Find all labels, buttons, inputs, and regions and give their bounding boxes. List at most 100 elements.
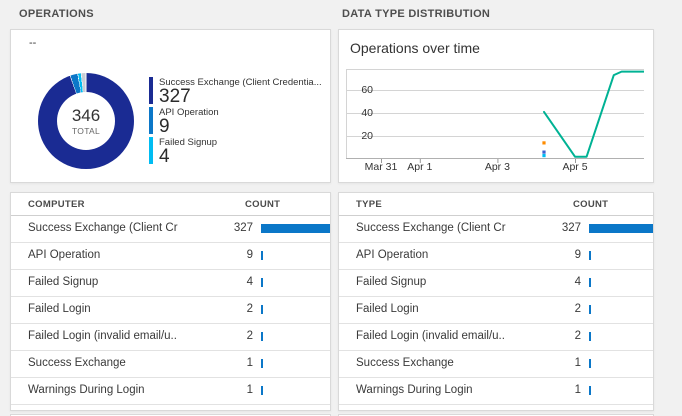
donut-center: 346 TOTAL bbox=[57, 92, 115, 150]
row-label: Failed Login bbox=[28, 303, 91, 315]
type-count-table-card: TYPE COUNT Success Exchange (Client Cre.… bbox=[338, 192, 654, 411]
donut-legend: Success Exchange (Client Credentia... 32… bbox=[149, 77, 322, 167]
donut-total-value: 346 bbox=[71, 105, 101, 125]
column-header-count: COUNT bbox=[245, 199, 281, 210]
table-row[interactable]: Failed Login (invalid email/u... 2 bbox=[11, 323, 330, 351]
row-label: Failed Signup bbox=[356, 276, 427, 288]
table-row[interactable]: Success Exchange 1 bbox=[339, 350, 653, 378]
y-axis-tick-label: 20 bbox=[361, 130, 373, 142]
legend-label: Failed Signup bbox=[159, 137, 218, 148]
legend-item-success-exchange-client[interactable]: Success Exchange (Client Credentia... 32… bbox=[149, 77, 322, 104]
x-axis-tick-label: Apr 5 bbox=[562, 161, 588, 173]
count-bar bbox=[589, 332, 591, 341]
legend-color-bar bbox=[149, 137, 153, 164]
count-bar bbox=[589, 224, 653, 233]
table-row[interactable]: Warnings During Login 1 bbox=[11, 377, 330, 405]
x-axis-tick-label: Apr 1 bbox=[407, 161, 433, 173]
table-row[interactable]: Warnings During Login 1 bbox=[339, 377, 653, 405]
row-label: Warnings During Login bbox=[28, 384, 145, 396]
legend-value: 327 bbox=[159, 86, 191, 104]
count-bar bbox=[589, 305, 591, 314]
donut-chart[interactable]: 346 TOTAL bbox=[38, 73, 134, 169]
table-row[interactable]: API Operation 9 bbox=[339, 242, 653, 270]
table-row[interactable]: Failed Signup 4 bbox=[339, 269, 653, 297]
row-count: 1 bbox=[574, 384, 581, 396]
row-count: 2 bbox=[574, 330, 581, 342]
row-count: 327 bbox=[233, 222, 253, 234]
legend-color-bar bbox=[149, 77, 153, 104]
legend-label: Success Exchange (Client Credentia... bbox=[159, 77, 322, 88]
table-row[interactable]: Success Exchange 1 bbox=[11, 350, 330, 378]
donut-card-subtitle: -- bbox=[29, 37, 37, 49]
row-label: API Operation bbox=[356, 249, 429, 261]
table-row[interactable]: Failed Login 2 bbox=[339, 296, 653, 324]
row-label: Success Exchange bbox=[28, 357, 126, 369]
series-line[interactable] bbox=[543, 70, 644, 158]
section-header-operations: OPERATIONS bbox=[19, 8, 94, 20]
line-chart[interactable] bbox=[346, 69, 644, 165]
count-bar bbox=[261, 251, 263, 260]
y-axis-tick-label: 40 bbox=[361, 107, 373, 120]
count-bar bbox=[261, 278, 263, 287]
row-count: 1 bbox=[574, 357, 581, 369]
column-header-count: COUNT bbox=[573, 199, 609, 210]
table-row[interactable]: Failed Login (invalid email/u... 2 bbox=[339, 323, 653, 351]
count-bar bbox=[589, 359, 591, 368]
point-marker[interactable] bbox=[542, 150, 546, 154]
table-row[interactable]: Failed Signup 4 bbox=[11, 269, 330, 297]
legend-value: 4 bbox=[159, 146, 170, 164]
row-label: Success Exchange bbox=[356, 357, 454, 369]
next-card-edge bbox=[10, 414, 331, 416]
table-row[interactable]: Failed Login 2 bbox=[11, 296, 330, 324]
row-label: Warnings During Login bbox=[356, 384, 473, 396]
legend-item-api-operation[interactable]: API Operation 9 bbox=[149, 107, 322, 134]
computer-count-table-card: COMPUTER COUNT Success Exchange (Client … bbox=[10, 192, 331, 411]
row-label: Failed Login bbox=[356, 303, 419, 315]
row-count: 1 bbox=[246, 357, 253, 369]
row-label: API Operation bbox=[28, 249, 101, 261]
x-axis-tick-label: Apr 3 bbox=[484, 161, 510, 173]
row-label: Success Exchange (Client Cre... bbox=[28, 222, 178, 234]
count-bar bbox=[261, 386, 263, 395]
row-count: 2 bbox=[246, 330, 253, 342]
y-axis-tick-label: 60 bbox=[361, 84, 373, 97]
row-label: Success Exchange (Client Cre... bbox=[356, 222, 506, 234]
x-axis-tick-label: Mar 31 bbox=[364, 161, 398, 173]
table-header-row: TYPE COUNT bbox=[339, 193, 653, 216]
row-count: 2 bbox=[246, 303, 253, 315]
row-count: 327 bbox=[561, 222, 581, 234]
legend-value: 9 bbox=[159, 116, 170, 134]
donut-total-label: TOTAL bbox=[71, 125, 101, 136]
table-header-row: COMPUTER COUNT bbox=[11, 193, 330, 216]
count-bar bbox=[261, 359, 263, 368]
row-label: Failed Signup bbox=[28, 276, 99, 288]
column-header-type: TYPE bbox=[356, 199, 383, 210]
point-marker[interactable] bbox=[542, 154, 546, 158]
row-count: 4 bbox=[246, 276, 253, 288]
row-label: Failed Login (invalid email/u... bbox=[356, 330, 506, 342]
row-label: Failed Login (invalid email/u... bbox=[28, 330, 178, 342]
next-card-edge bbox=[338, 414, 654, 416]
chart-title: Operations over time bbox=[350, 40, 480, 56]
legend-label: API Operation bbox=[159, 107, 219, 118]
table-row[interactable]: Success Exchange (Client Cre... 327 bbox=[339, 215, 653, 243]
operations-over-time-card: Operations over time 20 40 60 Mar 31 Apr 1 Ap… bbox=[338, 29, 654, 183]
legend-item-failed-signup[interactable]: Failed Signup 4 bbox=[149, 137, 322, 164]
row-count: 4 bbox=[574, 276, 581, 288]
column-header-computer: COMPUTER bbox=[28, 199, 85, 210]
row-count: 2 bbox=[574, 303, 581, 315]
row-count: 9 bbox=[574, 249, 581, 261]
point-marker[interactable] bbox=[542, 141, 546, 145]
table-row[interactable]: Success Exchange (Client Cre... 327 bbox=[11, 215, 330, 243]
count-bar bbox=[589, 251, 591, 260]
operations-donut-card: -- 346 TOTAL Success Exchange (Client Cr… bbox=[10, 29, 331, 183]
row-count: 9 bbox=[246, 249, 253, 261]
count-bar bbox=[589, 278, 591, 287]
count-bar bbox=[261, 224, 330, 233]
row-count: 1 bbox=[246, 384, 253, 396]
count-bar bbox=[261, 332, 263, 341]
table-row[interactable]: API Operation 9 bbox=[11, 242, 330, 270]
legend-color-bar bbox=[149, 107, 153, 134]
count-bar bbox=[589, 386, 591, 395]
